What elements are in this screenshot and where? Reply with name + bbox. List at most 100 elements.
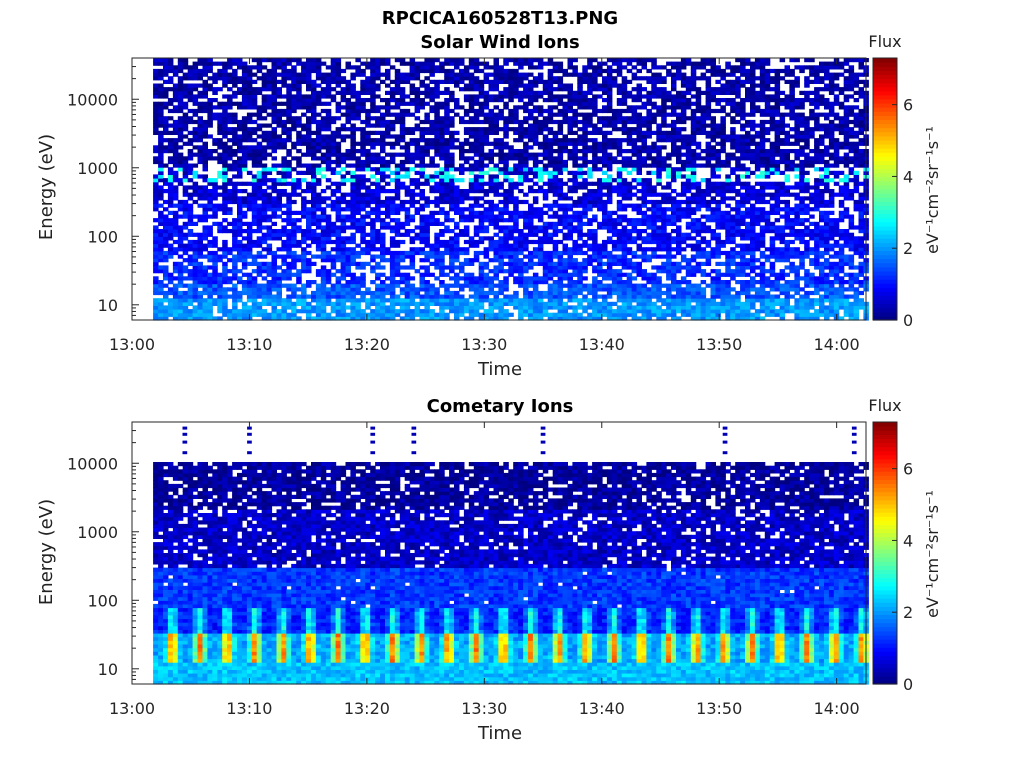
heatmap-cell — [474, 138, 480, 142]
heatmap-cell — [503, 262, 509, 266]
heatmap-cell — [454, 222, 460, 226]
heatmap-cell — [267, 233, 273, 237]
heatmap-cell — [242, 62, 248, 66]
heatmap-cell — [415, 127, 421, 131]
heatmap-cell — [553, 313, 559, 317]
heatmap-cell — [346, 91, 352, 95]
heatmap-cell — [454, 138, 460, 142]
heatmap-cell — [563, 69, 569, 73]
heatmap-cell — [622, 156, 628, 160]
heatmap-cell — [617, 91, 623, 95]
heatmap-cell — [153, 269, 159, 273]
heatmap-cell — [247, 225, 253, 229]
heatmap-cell — [301, 287, 307, 291]
heatmap-cell — [459, 276, 465, 280]
heatmap-cell — [518, 269, 524, 273]
heatmap-cell — [424, 244, 430, 248]
heatmap-cell — [572, 280, 578, 284]
heatmap-cell — [360, 207, 366, 211]
heatmap-cell — [198, 116, 204, 120]
heatmap-cell — [183, 247, 189, 251]
heatmap-cell — [405, 160, 411, 164]
heatmap-cell — [479, 160, 485, 164]
heatmap-cell — [267, 98, 273, 102]
heatmap-cell — [306, 309, 312, 313]
heatmap-cell — [582, 113, 588, 117]
heatmap-cell — [434, 102, 440, 106]
heatmap-cell — [370, 189, 376, 193]
heatmap-cell — [429, 142, 435, 146]
heatmap-cell — [281, 160, 287, 164]
heatmap-cell — [464, 65, 470, 69]
heatmap-cell — [627, 302, 633, 306]
heatmap-cell — [370, 258, 376, 262]
heatmap-cell — [262, 124, 268, 128]
heatmap-cell — [296, 102, 302, 106]
heatmap-cell — [553, 69, 559, 73]
heatmap-cell — [415, 69, 421, 73]
heatmap-cell — [420, 302, 426, 306]
heatmap-cell — [587, 255, 593, 259]
heatmap-cell — [222, 182, 228, 186]
heatmap-cell — [617, 149, 623, 153]
heatmap-cell — [227, 280, 233, 284]
heatmap-cell — [316, 58, 322, 62]
heatmap-cell — [528, 280, 534, 284]
heatmap-cell — [489, 284, 495, 288]
heatmap-cell — [385, 215, 391, 219]
heatmap-cell — [326, 225, 332, 229]
heatmap-cell — [405, 251, 411, 255]
heatmap-cell — [627, 298, 633, 302]
heatmap-cell — [494, 69, 500, 73]
heatmap-cell — [513, 251, 519, 255]
heatmap-cell — [178, 153, 184, 157]
heatmap-cell — [607, 302, 613, 306]
heatmap-cell — [365, 113, 371, 117]
heatmap-cell — [158, 229, 164, 233]
heatmap-cell — [286, 94, 292, 98]
heatmap-cell — [459, 167, 465, 171]
heatmap-cell — [222, 153, 228, 157]
heatmap-cell — [281, 62, 287, 66]
heatmap-cell — [272, 116, 278, 120]
heatmap-cell — [528, 222, 534, 226]
heatmap-cell — [281, 156, 287, 160]
heatmap-cell — [360, 273, 366, 277]
heatmap-cell — [563, 138, 569, 142]
heatmap-cell — [375, 196, 381, 200]
heatmap-cell — [286, 193, 292, 197]
heatmap-cell — [336, 269, 342, 273]
heatmap-cell — [350, 189, 356, 193]
heatmap-cell — [553, 76, 559, 80]
heatmap-cell — [272, 287, 278, 291]
heatmap-cell — [277, 145, 283, 149]
heatmap-cell — [207, 134, 213, 138]
heatmap-cell — [237, 309, 243, 313]
heatmap-cell — [203, 215, 209, 219]
heatmap-cell — [498, 291, 504, 295]
heatmap-cell — [380, 225, 386, 229]
heatmap-cell — [370, 291, 376, 295]
heatmap-cell — [257, 204, 263, 208]
heatmap-cell — [538, 236, 544, 240]
heatmap-cell — [277, 142, 283, 146]
heatmap-cell — [498, 236, 504, 240]
heatmap-cell — [311, 236, 317, 240]
heatmap-cell — [188, 156, 194, 160]
heatmap-cell — [498, 211, 504, 215]
heatmap-cell — [538, 189, 544, 193]
heatmap-cell — [375, 193, 381, 197]
heatmap-cell — [498, 109, 504, 113]
heatmap-cell — [617, 127, 623, 131]
heatmap-cell — [622, 164, 628, 168]
heatmap-cell — [173, 204, 179, 208]
heatmap-cell — [597, 149, 603, 153]
heatmap-cell — [178, 302, 184, 306]
heatmap-cell — [439, 273, 445, 277]
heatmap-cell — [474, 109, 480, 113]
heatmap-cell — [272, 109, 278, 113]
heatmap-cell — [277, 164, 283, 168]
heatmap-cell — [533, 309, 539, 313]
heatmap-cell — [415, 94, 421, 98]
heatmap-cell — [183, 116, 189, 120]
